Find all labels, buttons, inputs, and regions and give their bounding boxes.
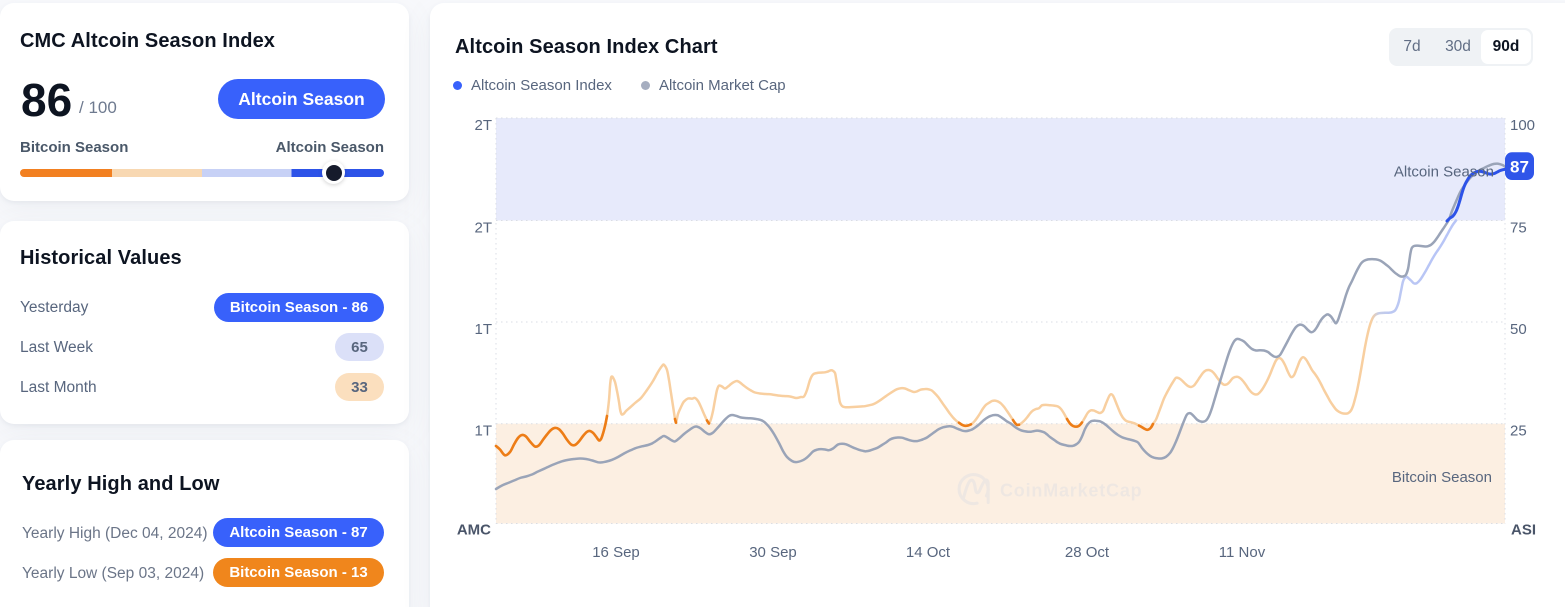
svg-text:2T: 2T bbox=[474, 117, 492, 134]
svg-text:Bitcoin Season: Bitcoin Season bbox=[1392, 469, 1492, 486]
svg-text:75: 75 bbox=[1510, 220, 1527, 237]
svg-text:Altcoin Season: Altcoin Season bbox=[1394, 164, 1494, 181]
svg-text:AMC: AMC bbox=[457, 522, 491, 539]
svg-text:25: 25 bbox=[1510, 423, 1527, 440]
svg-text:11 Nov: 11 Nov bbox=[1219, 544, 1266, 561]
svg-text:2T: 2T bbox=[474, 220, 492, 237]
svg-text:100: 100 bbox=[1510, 117, 1535, 134]
svg-text:ASI: ASI bbox=[1511, 522, 1536, 539]
svg-text:30 Sep: 30 Sep bbox=[749, 544, 797, 561]
svg-text:87: 87 bbox=[1510, 158, 1529, 177]
svg-text:14 Oct: 14 Oct bbox=[906, 544, 951, 561]
svg-text:50: 50 bbox=[1510, 321, 1527, 338]
svg-text:1T: 1T bbox=[474, 423, 492, 440]
svg-text:CoinMarketCap: CoinMarketCap bbox=[1000, 481, 1142, 501]
svg-text:1T: 1T bbox=[474, 321, 492, 338]
svg-text:28 Oct: 28 Oct bbox=[1065, 544, 1110, 561]
svg-text:16 Sep: 16 Sep bbox=[592, 544, 640, 561]
